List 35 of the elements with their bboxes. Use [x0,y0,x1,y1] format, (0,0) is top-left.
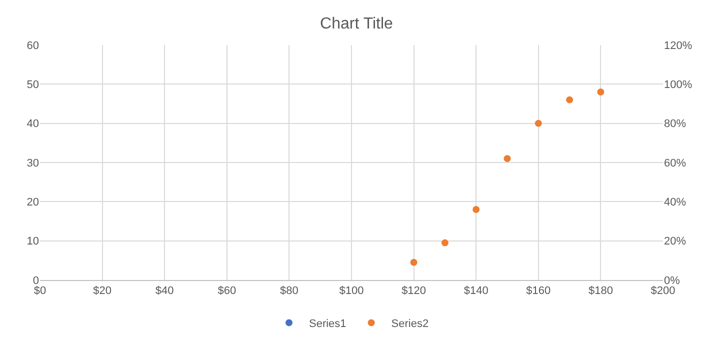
point [534,120,542,127]
x-tick-label: $20 [93,285,112,298]
x-tick-label: $200 [650,285,676,298]
y2-tick-label: 100% [664,79,692,92]
y-tick-label: 20 [26,196,39,209]
y-tick-label: 50 [26,79,39,92]
x-tick-label: $0 [34,285,46,298]
y2-tick-label: 20% [664,236,686,248]
x-tick-label: $80 [280,285,298,298]
y-tick-label: 30 [26,157,39,170]
point [597,88,604,96]
x-tick-label: $180 [588,285,613,298]
x-tick-label: $100 [339,285,364,298]
x-tick-label: $40 [155,285,174,298]
y2-tick-label: 120% [664,40,692,52]
point [472,206,480,213]
y-tick-label: 10 [26,236,39,248]
x-tick-label: $160 [526,285,551,298]
point [504,155,511,162]
x-tick-label: $140 [464,285,488,298]
x-tick-label: $60 [218,285,236,298]
point [566,96,574,104]
y-tick-label: 0 [32,274,39,287]
y2-tick-label: 40% [664,196,686,209]
chart-title: Chart Title [320,16,394,33]
point [410,258,418,266]
y-tick-label: 40 [26,118,39,130]
y2-tick-label: 80% [664,118,686,130]
legend-label: Series1 [309,318,346,330]
legend-label: Series2 [391,318,429,330]
y2-tick-label: 0% [664,274,680,287]
y2-tick-label: 60% [664,157,686,170]
y-tick-label: 60 [26,40,39,52]
point [441,239,448,246]
x-tick-label: $120 [402,285,426,298]
